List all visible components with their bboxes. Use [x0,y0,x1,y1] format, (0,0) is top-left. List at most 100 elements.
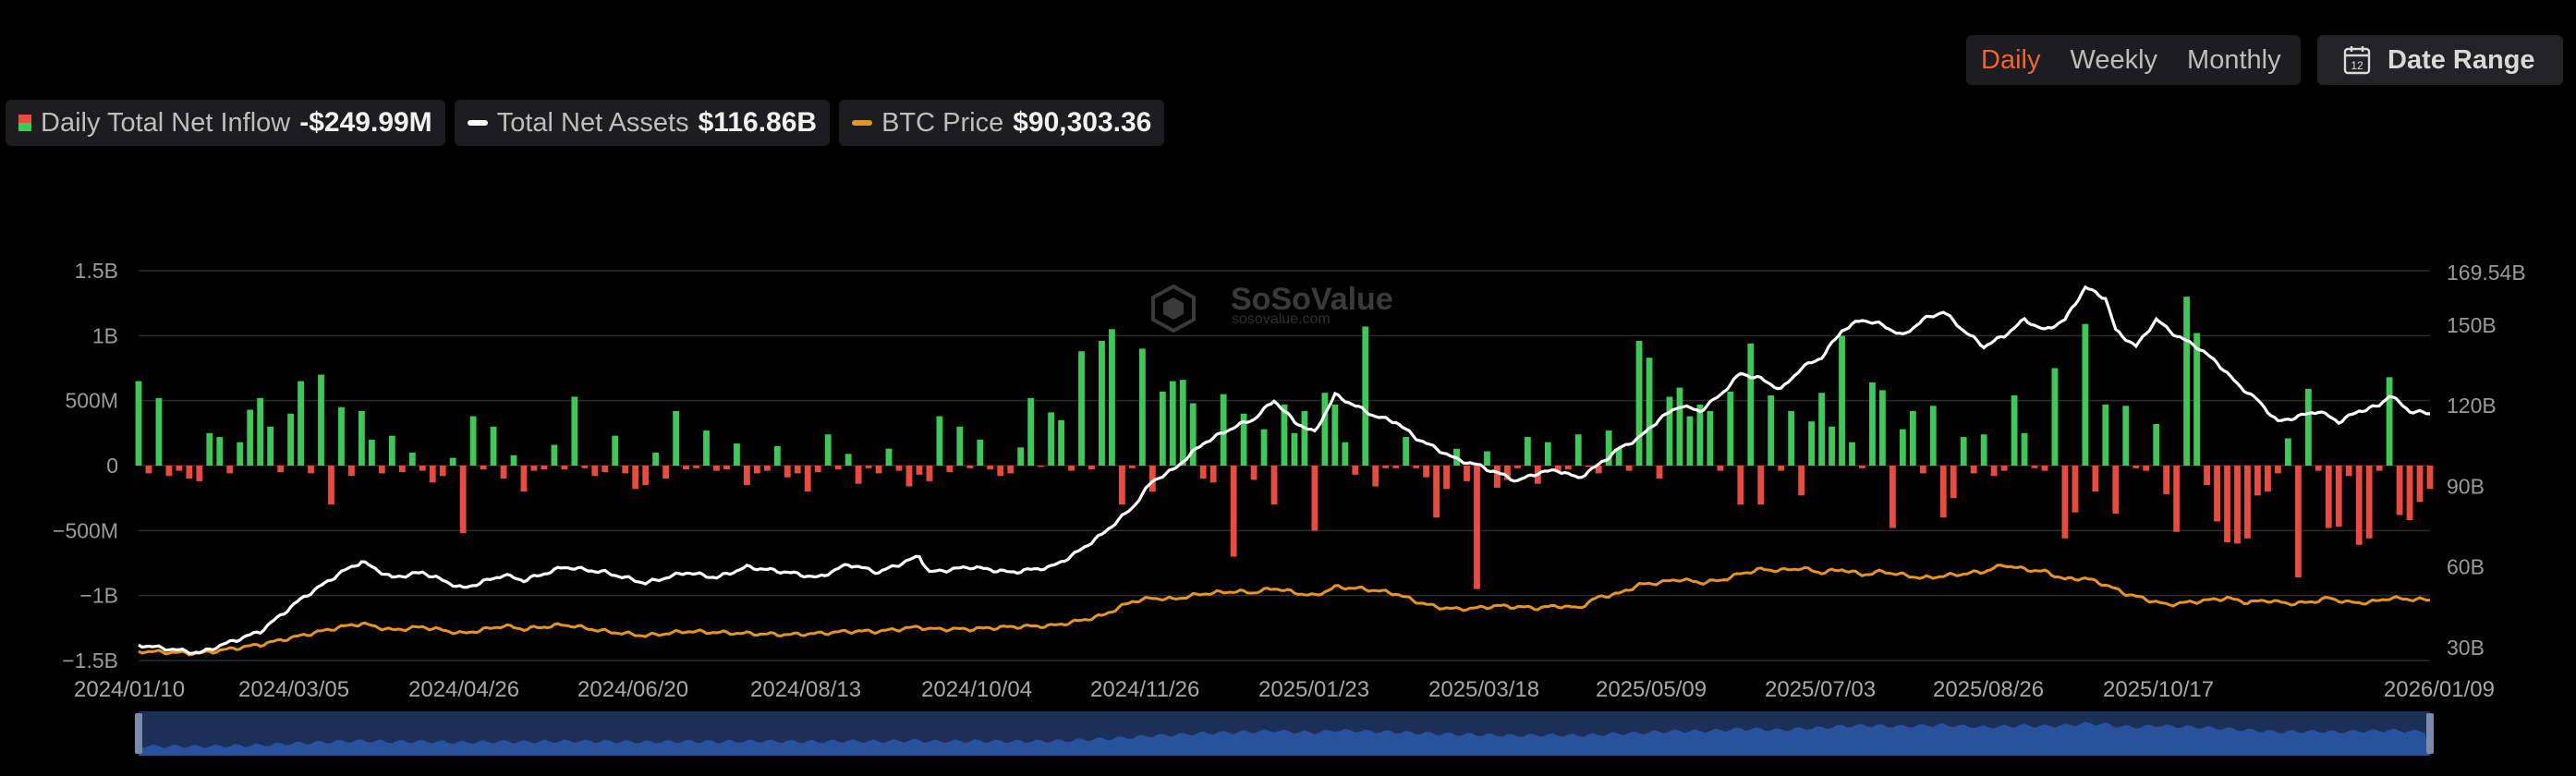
inflow-bar [1443,466,1450,490]
inflow-bar [734,443,740,466]
inflow-bar [1960,437,1967,466]
inflow-bar [2284,438,2291,466]
range-navigator[interactable] [135,711,2434,756]
inflow-bar [318,374,324,466]
inflow-bar [1382,466,1390,468]
inflow-bar [612,435,619,466]
inflow-bar [2426,466,2434,490]
inflow-bar [834,466,842,470]
inflow-bar [683,466,689,470]
inflow-bar [804,466,811,492]
inflow-bar [196,466,203,481]
inflow-bar [2406,466,2413,521]
inflow-bar [2031,466,2038,468]
inflow-bar [429,466,436,483]
inflow-bar [966,466,974,468]
inflow-bar [1574,434,1582,466]
inflow-bar [926,466,933,481]
inflow-bar [1939,466,1947,518]
inflow-bar [1474,466,1480,589]
x-tick-label: 2024/06/20 [577,677,688,702]
inflow-bar [1230,466,1237,557]
sosovalue-logo-icon [1151,284,1196,333]
navigator-right-handle[interactable] [2426,713,2434,754]
inflow-bar [2173,466,2181,532]
inflow-bar [1909,410,1916,466]
legend-item-net-inflow[interactable]: Daily Total Net Inflow -$249.99M [6,100,445,146]
inflow-bar [287,413,295,466]
inflow-bar [2163,466,2170,494]
navigator-left-handle[interactable] [135,713,142,754]
x-tick-label: 2025/01/23 [1258,677,1369,702]
legend-value: $90,303.36 [1013,107,1152,138]
inflow-bar [1281,404,1288,466]
legend-item-net-assets[interactable]: Total Net Assets $116.86B [454,100,831,146]
legend-item-btc-price[interactable]: BTC Price $90,303.36 [839,100,1165,146]
inflow-bar [763,466,771,471]
inflow-bar [439,466,446,477]
inflow-bar [1078,351,1085,466]
inflow-bar [814,466,821,473]
inflow-bar [1220,394,1227,466]
inflow-bar [1768,395,1775,466]
inflow-bar [2143,466,2150,471]
inflow-bar [1676,387,1683,466]
btc-price-swatch-icon [852,120,873,126]
interval-tabs: Daily Weekly Monthly [1966,35,2301,85]
inflow-bar [1585,466,1592,467]
inflow-bar [693,466,699,468]
inflow-bar [723,466,730,470]
inflow-bar [916,466,923,475]
inflow-bar [1119,466,1125,505]
inflow-bar [2102,404,2109,466]
inflow-bar [946,466,954,473]
date-range-button[interactable]: 12 Date Range [2317,35,2563,85]
inflow-bar [601,466,609,473]
inflow-bar [1048,412,1055,466]
inflow-bar [480,466,487,470]
inflow-bar [328,466,334,505]
inflow-bar [1189,403,1197,466]
inflow-bar [885,448,893,466]
inflow-bar [2021,432,2028,466]
inflow-bar [419,466,426,471]
tab-daily[interactable]: Daily [1981,44,2041,75]
inflow-bar [1524,437,1531,466]
legend-name: Daily Total Net Inflow [41,107,291,138]
inflow-bar [1950,466,1957,499]
inflow-bar [1849,442,1855,466]
inflow-bar [2041,466,2048,471]
inflow-bar [1686,416,1694,466]
inflow-bar [1808,421,1816,466]
watermark-sub: sosovalue.com [1232,311,1331,327]
grid-lines [139,270,2430,661]
y-left-tick-label: 1.5B [75,259,118,283]
inflow-bar [298,381,304,466]
inflow-bar [652,452,660,466]
inflow-bar [408,452,416,466]
y-left-tick-label: −1B [79,584,118,608]
inflow-bar [520,466,528,492]
inflow-bar [1605,430,1612,466]
inflow-bar [703,430,710,466]
inflow-bar [673,410,679,466]
inflow-bar [145,466,152,474]
inflow-bar [956,426,964,466]
inflow-bar [237,442,244,466]
inflow-bar [1179,380,1186,466]
inflow-bar [1929,406,1937,466]
inflow-bar [1990,466,1998,477]
inflow-bar [591,466,599,477]
y-right-tick-label: 169.54B [2447,261,2526,285]
tab-weekly[interactable]: Weekly [2070,44,2158,75]
inflow-bar [1615,448,1622,466]
tab-monthly[interactable]: Monthly [2187,44,2281,75]
inflow-bar [753,466,760,474]
y-right-tick-label: 30B [2447,636,2485,660]
inflow-bar [1818,393,1825,466]
inflow-bars [135,297,2434,589]
inflow-bar [784,466,791,478]
inflow-bar [2416,466,2424,503]
legend-value: $116.86B [698,107,818,138]
